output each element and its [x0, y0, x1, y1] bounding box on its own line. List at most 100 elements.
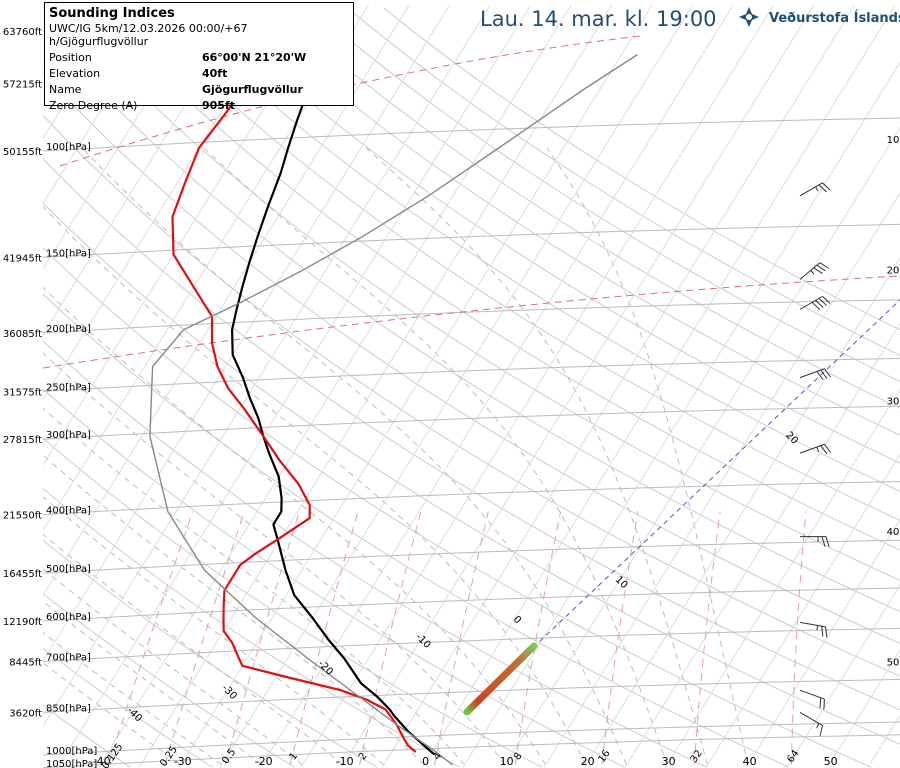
- height-label: 27815ft: [3, 435, 42, 446]
- dry-adiabat: [43, 293, 790, 768]
- mixing-ratio-line: [107, 511, 194, 765]
- isotherm: [0, 5, 4, 767]
- info-row-elevation: Elevation 40ft: [49, 66, 349, 82]
- isobar: [43, 481, 900, 516]
- wind-barb-flag: [813, 267, 823, 274]
- temp-tick-label: -10: [336, 755, 354, 768]
- wind-barb: [799, 368, 832, 381]
- dry-adiabat: [167, 7, 900, 492]
- wind-barb-flag: [825, 626, 828, 638]
- pressure-label: 1000[hPa]: [46, 746, 97, 757]
- moist-adiabat: [365, 147, 709, 765]
- dry-adiabat: [43, 202, 900, 745]
- pressure-label: 400[hPa]: [46, 506, 91, 517]
- temperature-line: [231, 30, 436, 756]
- isotherm: [43, 4, 207, 270]
- height-label: 57215ft: [3, 79, 42, 90]
- wind-barb-staff: [799, 368, 825, 379]
- dry-adiabat: [203, 7, 900, 464]
- pressure-label: 250[hPa]: [46, 382, 91, 393]
- temp-tick-label: 40: [743, 755, 757, 768]
- isotherm: [665, 388, 900, 768]
- temp-tick-label-right: 10: [887, 135, 900, 146]
- wind-barb-half: [816, 723, 820, 729]
- height-label: 63760ft: [3, 27, 42, 38]
- isotherm: [219, 4, 693, 768]
- temp-tick-label: 30: [662, 755, 676, 768]
- temp-tick-label-right: 20: [887, 266, 900, 277]
- wind-barb: [800, 536, 830, 547]
- height-label: 50155ft: [3, 147, 42, 158]
- temp-tick-label: -20: [255, 755, 273, 768]
- mixing-ratio-label: 64: [785, 748, 801, 765]
- info-value: 66°00'N 21°20'W: [202, 51, 307, 64]
- moist-adiabat: [43, 205, 587, 766]
- isotherm: [786, 584, 900, 768]
- dry-adiabat: [43, 437, 543, 768]
- height-label: 41945ft: [3, 253, 42, 264]
- wind-barb-flag: [819, 697, 822, 709]
- dry-adiabat: [43, 158, 900, 711]
- height-label: 31575ft: [3, 387, 42, 398]
- isotherm-label: 0: [511, 614, 523, 626]
- wind-barb-flag: [822, 296, 831, 304]
- isobar: [43, 734, 900, 768]
- mixing-ratio-line: [164, 511, 245, 765]
- height-label: 12190ft: [3, 617, 42, 628]
- dry-adiabat: [275, 7, 900, 409]
- temp-tick-label: 50: [824, 755, 838, 768]
- dry-adiabat: [43, 487, 460, 768]
- wind-barb-staff: [799, 262, 821, 280]
- parcel-line: [149, 53, 639, 766]
- wind-barb: [799, 712, 824, 736]
- dry-adiabat: [383, 7, 900, 331]
- cape-area: [463, 642, 538, 716]
- pressure-label: 1050[hPa]: [46, 759, 97, 768]
- mixing-ratio-label: 4: [432, 751, 445, 763]
- diagram-background-lines: [0, 4, 900, 768]
- isotherm-label: 20: [783, 430, 800, 447]
- sounding-indices-box: Sounding Indices UWC/IG 5km/12.03.2026 0…: [44, 2, 354, 112]
- wind-barb-flag: [811, 302, 821, 310]
- moist-adiabat: [81, 147, 628, 766]
- moist-adiabat: [43, 568, 303, 766]
- info-value: Gjögurflugvöllur: [202, 83, 303, 96]
- pressure-label: 300[hPa]: [46, 430, 91, 441]
- isobar: [43, 299, 900, 334]
- dry-adiabat: [95, 7, 900, 551]
- moist-adiabat: [43, 631, 222, 766]
- mixing-ratio-label: 8: [512, 751, 525, 763]
- temp-tick-label: -40: [93, 755, 111, 768]
- dry-adiabat: [43, 593, 296, 768]
- wind-barb-flag: [816, 264, 826, 272]
- logo-icon: [739, 7, 759, 27]
- wind-barb-staff: [799, 712, 823, 726]
- isotherm: [138, 4, 612, 768]
- dry-adiabat: [131, 7, 900, 521]
- wind-barb-flag: [816, 371, 824, 381]
- wind-barb-flag: [820, 369, 828, 379]
- isotherm: [422, 4, 896, 768]
- height-label: 36085ft: [3, 329, 42, 340]
- mixing-ratio-label: 1: [288, 751, 301, 763]
- wind-barb-flag: [821, 626, 824, 637]
- wind-barb-flag: [818, 298, 827, 306]
- wind-barb-flag: [822, 182, 831, 191]
- isobar: [43, 357, 900, 392]
- mixing-ratio-line: [434, 511, 489, 765]
- wind-barb-flag: [824, 368, 832, 378]
- dewpoint-line: [171, 13, 417, 753]
- dry-adiabat: [43, 29, 900, 613]
- height-label: 21550ft: [3, 511, 42, 522]
- isotherm: [462, 61, 900, 768]
- isobar: [43, 678, 900, 713]
- wind-barb-flag: [825, 536, 830, 547]
- moist-adiabat: [43, 454, 425, 766]
- info-box-subtitle: UWC/IG 5km/12.03.2026 00:00/+67 h/Gjögur…: [49, 22, 248, 48]
- temp-tick-label-right: 50: [887, 658, 900, 669]
- dry-adiabat: [347, 7, 900, 356]
- moist-adiabat: [546, 147, 749, 765]
- isobar: [43, 117, 900, 152]
- height-label: 8445ft: [9, 657, 42, 668]
